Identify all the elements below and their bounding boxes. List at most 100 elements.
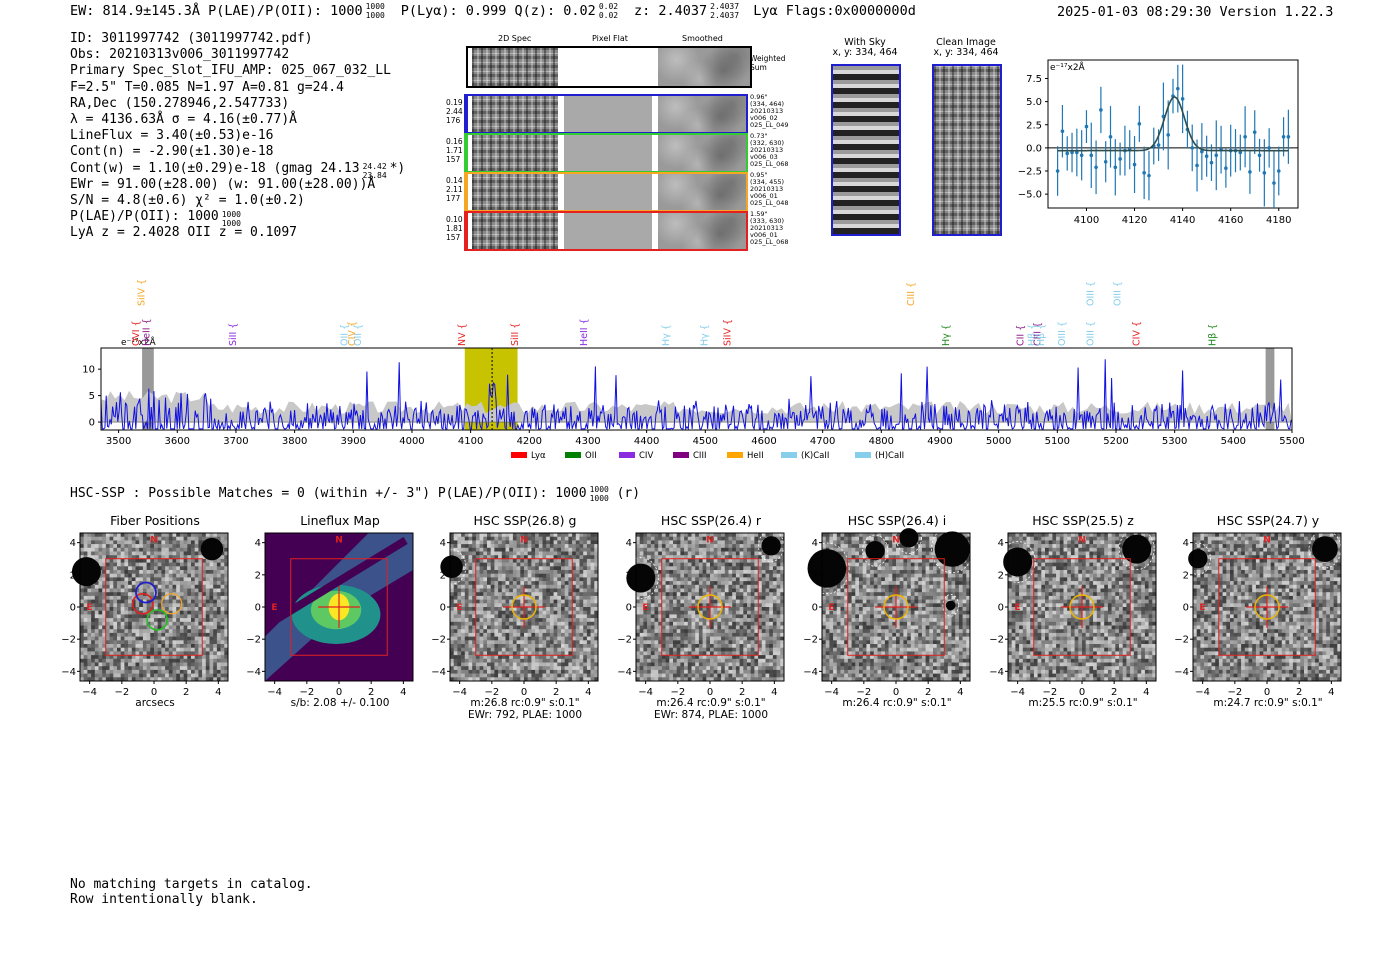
cutout-pixel: [527, 595, 532, 600]
cutout-pixel: [509, 651, 514, 656]
cutout-pixel: [527, 614, 532, 619]
cutout-pixel: [168, 629, 173, 634]
cutout-pixel: [758, 618, 763, 623]
cutout-pixel: [758, 573, 763, 578]
cutout-pixel: [684, 607, 689, 611]
spec2d-panel: 2D Spec Pixel Flat Smoothed Weighted Sum…: [440, 30, 800, 255]
zoom-data-point: [1195, 163, 1199, 168]
cutout-pixel: [194, 603, 199, 608]
cutout-pixel: [472, 551, 477, 556]
cutout-pixel: [498, 603, 503, 608]
cutout-pixel: [650, 673, 655, 678]
cutout-pixel: [647, 658, 652, 663]
cutout-pixel: [98, 603, 103, 608]
cutout-pixel: [490, 566, 495, 571]
cutout-pixel: [743, 614, 748, 619]
cutout-pixel: [553, 533, 558, 537]
cutout-pixel: [735, 621, 740, 626]
cutout-pixel: [721, 547, 726, 552]
cutout-pixel: [747, 662, 751, 667]
cutout-pixel: [594, 673, 599, 678]
cutout-pixel: [721, 632, 726, 637]
cutout-pixel: [128, 644, 133, 648]
cutout-pixel: [224, 640, 229, 645]
cutout-pixel: [102, 533, 107, 537]
cutout-pixel: [464, 595, 469, 600]
cutout-y-tick-label: −4: [431, 667, 446, 678]
cutout-pixel: [461, 603, 466, 608]
cutout-pixel: [527, 588, 532, 593]
cutout-pixel: [572, 599, 577, 604]
cutout-pixel: [161, 658, 166, 663]
spectrum-x-tick-label: 3700: [223, 436, 248, 447]
cutout-pixel: [117, 666, 121, 671]
cutout-pixel: [457, 666, 462, 671]
cutout-pixel: [179, 658, 184, 663]
cutout-pixel: [102, 547, 107, 552]
cutout-pixel: [154, 618, 158, 623]
cutout-pixel: [535, 584, 540, 589]
cutout-pixel: [165, 592, 170, 597]
spectrum-x-tick-label: 5100: [1045, 436, 1070, 447]
cutout-pixel: [213, 592, 218, 597]
cutout-pixel: [673, 547, 677, 552]
cutout-y-tick-label: −4: [61, 667, 76, 678]
cutout-pixel: [501, 662, 506, 667]
cutout-pixel: [579, 558, 584, 563]
cutout-pixel: [702, 551, 707, 556]
cutout-pixel: [568, 669, 573, 674]
cutout-pixel: [109, 573, 114, 578]
cutout-pixel: [531, 647, 536, 652]
spectral-line-label: CIV {: [347, 321, 358, 346]
cutout-pixel: [669, 618, 674, 623]
cutout-pixel: [594, 540, 599, 545]
cutout-pixel: [572, 536, 577, 541]
cutout-pixel: [464, 603, 469, 608]
cutout-pixel: [209, 629, 214, 634]
cutout-pixel: [194, 562, 199, 567]
cutout-pixel: [575, 666, 580, 671]
cutout-pixel: [94, 662, 99, 667]
cutout-pixel: [658, 621, 663, 626]
cutout-pixel: [710, 577, 714, 582]
cutout-pixel: [154, 603, 158, 608]
cutout-pixel: [535, 677, 540, 682]
cutout-pixel: [483, 603, 488, 608]
cutout-pixel: [754, 640, 759, 645]
cutout-pixel: [157, 677, 162, 682]
cutout-pixel: [490, 570, 495, 574]
cutout-pixel: [209, 607, 214, 611]
cutout-pixel: [542, 577, 547, 582]
cutout-pixel: [531, 629, 536, 634]
spec2d-row-info: (334, 464): [750, 100, 785, 108]
cutout-pixel: [161, 644, 166, 648]
cutout-pixel: [747, 566, 751, 571]
cutout-pixel: [732, 673, 737, 678]
cutout-pixel: [479, 603, 484, 608]
cutout-pixel: [747, 558, 751, 563]
cutout-pixel: [721, 651, 726, 656]
cutout-pixel: [691, 536, 696, 541]
cutout-pixel: [721, 592, 726, 597]
cutout-pixel: [91, 544, 96, 549]
cutout-pixel: [191, 655, 195, 660]
cutout-pixel: [747, 618, 751, 623]
cutout-pixel: [209, 636, 214, 641]
spectral-line-label: Hγ {: [661, 324, 672, 346]
cutout-pixel: [117, 621, 121, 626]
cutout-pixel: [183, 533, 188, 537]
cutout-pixel: [94, 584, 99, 589]
cutout-pixel: [83, 647, 88, 652]
cutout-pixel: [479, 629, 484, 634]
cutout-pixel: [549, 573, 554, 578]
cutout-pixel: [157, 662, 162, 667]
cutout-pixel: [702, 607, 707, 611]
cutout-pixel: [172, 551, 177, 556]
cutout-pixel: [161, 555, 166, 560]
cutout-pixel: [695, 595, 700, 600]
cutout-pixel: [583, 562, 588, 567]
info-redshifts: LyA z = 2.4028 OII z = 0.1097: [70, 225, 297, 241]
cutout-pixel: [105, 595, 110, 600]
spec2d-row-pixelflat: [564, 135, 652, 171]
cutout-pixel: [579, 647, 584, 652]
